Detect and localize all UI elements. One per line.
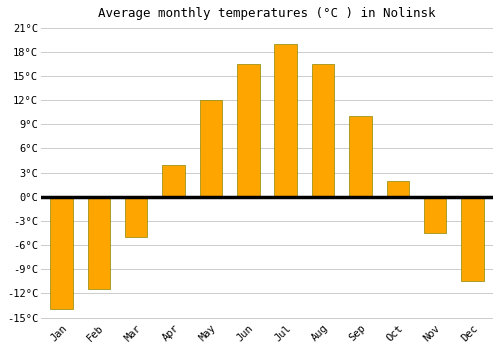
Bar [462,197,483,281]
Bar [274,44,297,197]
Bar [312,64,334,197]
Bar [50,197,72,309]
Bar [162,164,185,197]
Bar [349,116,372,197]
Title: Average monthly temperatures (°C ) in Nolinsk: Average monthly temperatures (°C ) in No… [98,7,436,20]
Bar [386,181,409,197]
Bar [88,197,110,289]
Bar [424,197,446,233]
Bar [125,197,148,237]
Bar [200,100,222,197]
Bar [237,64,260,197]
